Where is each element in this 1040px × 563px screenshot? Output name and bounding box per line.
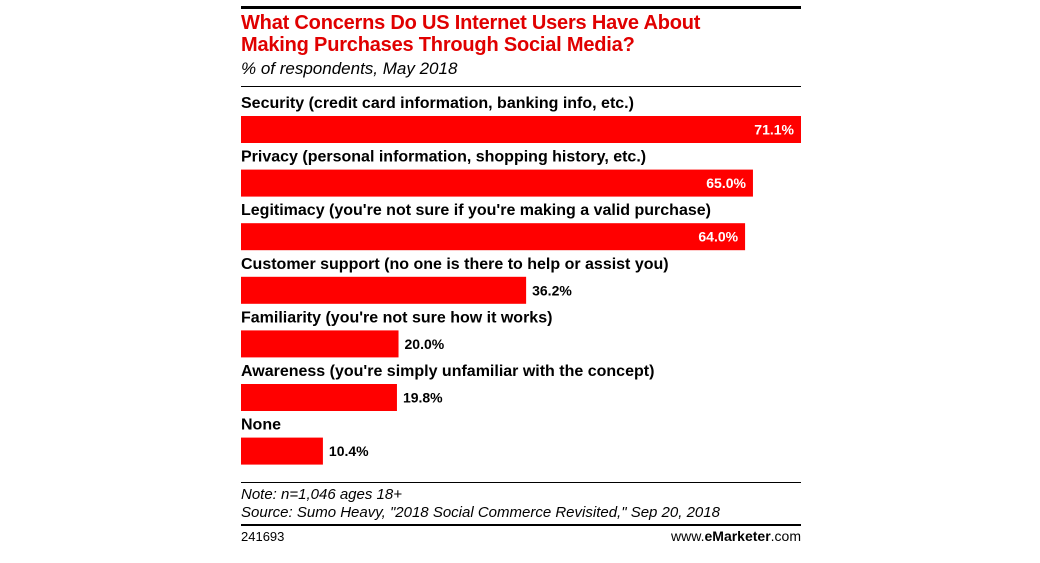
top-rule xyxy=(241,6,801,9)
category-label: Legitimacy (you're not sure if you're ma… xyxy=(241,202,711,219)
chart-source: Source: Sumo Heavy, "2018 Social Commerc… xyxy=(241,504,720,521)
bar xyxy=(241,116,801,143)
category-label: Awareness (you're simply unfamiliar with… xyxy=(241,363,654,380)
chart-note: Note: n=1,046 ages 18+ xyxy=(241,486,402,503)
bar xyxy=(241,437,323,465)
header-divider xyxy=(241,86,801,87)
value-label: 19.8% xyxy=(403,390,443,406)
brand-link[interactable]: www.eMarketer.com xyxy=(671,528,801,544)
category-label: None xyxy=(241,417,281,434)
bar xyxy=(241,276,527,304)
value-label: 65.0% xyxy=(706,175,746,191)
bar-plot: Security (credit card information, banki… xyxy=(241,95,801,465)
brand-name: eMarketer xyxy=(704,528,771,544)
bar xyxy=(241,223,746,251)
chart-id: 241693 xyxy=(241,529,285,544)
brand-suffix: .com xyxy=(770,528,801,544)
category-label: Privacy (personal information, shopping … xyxy=(241,149,646,166)
value-label: 71.1% xyxy=(754,122,794,138)
chart-title: What Concerns Do US Internet Users Have … xyxy=(241,12,801,56)
bar xyxy=(241,384,397,411)
value-label: 10.4% xyxy=(329,443,369,459)
footer-divider xyxy=(241,482,801,483)
value-label: 64.0% xyxy=(698,229,738,245)
bar xyxy=(241,330,399,358)
brand-prefix: www. xyxy=(671,528,705,544)
bottom-rule xyxy=(241,524,801,526)
bar xyxy=(241,169,753,197)
chart-title-line-1: What Concerns Do US Internet Users Have … xyxy=(241,12,701,34)
category-label: Customer support (no one is there to hel… xyxy=(241,256,669,273)
value-label: 20.0% xyxy=(405,336,445,352)
value-label: 36.2% xyxy=(532,282,572,298)
chart-title-line-2: Making Purchases Through Social Media? xyxy=(241,34,635,56)
chart-container: What Concerns Do US Internet Users Have … xyxy=(241,0,801,563)
category-label: Security (credit card information, banki… xyxy=(241,95,634,112)
category-label: Familiarity (you're not sure how it work… xyxy=(241,309,552,326)
chart-subtitle: % of respondents, May 2018 xyxy=(241,59,458,78)
